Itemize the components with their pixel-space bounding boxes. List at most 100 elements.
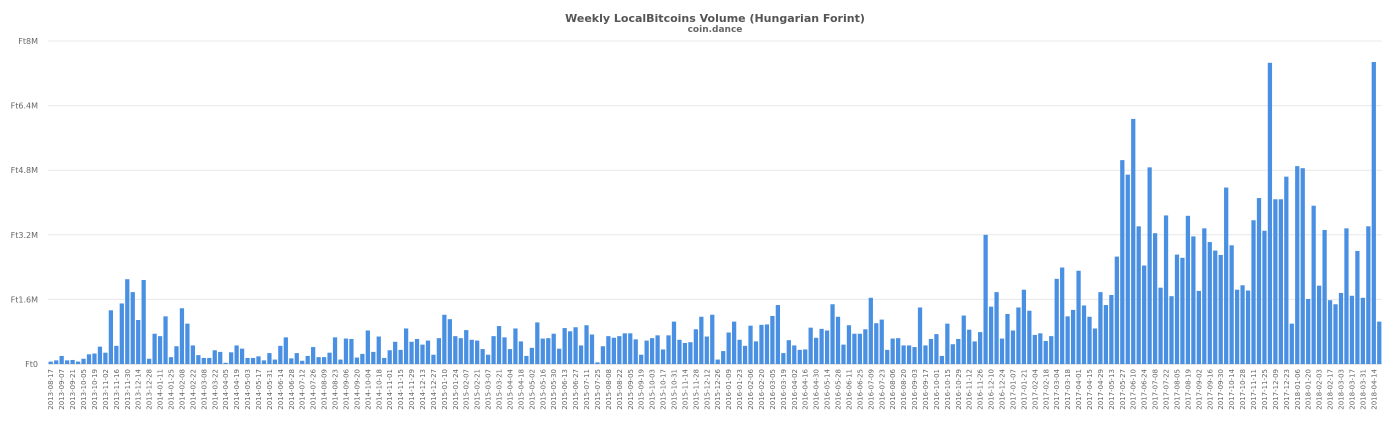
bar[interactable]	[639, 354, 644, 364]
bar[interactable]	[496, 326, 502, 364]
bar[interactable]	[272, 359, 278, 364]
bar[interactable]	[748, 325, 753, 364]
bar[interactable]	[1306, 299, 1311, 364]
bar[interactable]	[688, 342, 693, 364]
bar[interactable]	[343, 338, 349, 364]
bar[interactable]	[245, 357, 250, 364]
bar[interactable]	[1251, 220, 1256, 364]
bar[interactable]	[917, 307, 923, 364]
bar[interactable]	[682, 343, 688, 364]
bar[interactable]	[781, 353, 786, 364]
bar[interactable]	[349, 338, 354, 364]
bar[interactable]	[578, 345, 584, 364]
bar[interactable]	[387, 350, 392, 364]
bar[interactable]	[671, 321, 677, 364]
bar[interactable]	[775, 305, 780, 364]
bar[interactable]	[1103, 305, 1109, 364]
bar[interactable]	[239, 348, 245, 364]
bar[interactable]	[376, 336, 381, 364]
bar[interactable]	[425, 340, 431, 364]
bar[interactable]	[174, 346, 179, 364]
bar[interactable]	[442, 314, 447, 364]
bar[interactable]	[196, 355, 201, 364]
bar[interactable]	[311, 347, 316, 364]
bar[interactable]	[841, 344, 846, 364]
bar[interactable]	[119, 303, 124, 364]
bar[interactable]	[458, 338, 463, 364]
bar[interactable]	[157, 336, 163, 364]
bar[interactable]	[371, 351, 376, 364]
bar[interactable]	[1289, 323, 1294, 365]
bar[interactable]	[677, 339, 682, 364]
bar[interactable]	[1284, 176, 1289, 364]
bar[interactable]	[1180, 257, 1185, 364]
bar[interactable]	[1218, 254, 1223, 364]
bar[interactable]	[103, 352, 108, 364]
bar[interactable]	[1060, 267, 1065, 365]
bar[interactable]	[1327, 300, 1333, 364]
bar[interactable]	[1065, 316, 1070, 364]
bar[interactable]	[1366, 226, 1371, 364]
bar[interactable]	[447, 319, 452, 364]
bar[interactable]	[1032, 334, 1037, 364]
bar[interactable]	[300, 360, 305, 364]
bar[interactable]	[863, 329, 868, 364]
bar[interactable]	[1087, 316, 1092, 364]
bar[interactable]	[699, 316, 704, 364]
bar[interactable]	[1027, 310, 1032, 364]
bar[interactable]	[1273, 199, 1278, 364]
bar[interactable]	[814, 337, 819, 364]
bar[interactable]	[874, 323, 879, 364]
bar[interactable]	[1092, 328, 1098, 364]
bar[interactable]	[414, 338, 420, 364]
bar[interactable]	[1240, 285, 1245, 364]
bar[interactable]	[633, 339, 638, 364]
bar[interactable]	[382, 357, 387, 364]
bar[interactable]	[1213, 250, 1218, 364]
bar[interactable]	[75, 361, 81, 364]
bar[interactable]	[573, 327, 578, 364]
bar[interactable]	[1158, 287, 1163, 364]
bar[interactable]	[644, 340, 649, 364]
bar[interactable]	[125, 279, 130, 364]
bar[interactable]	[792, 345, 797, 364]
bar[interactable]	[179, 308, 185, 364]
bar[interactable]	[1262, 230, 1267, 364]
bar[interactable]	[1070, 309, 1076, 364]
bar[interactable]	[507, 349, 513, 364]
bar[interactable]	[163, 316, 168, 364]
bar[interactable]	[1245, 290, 1251, 364]
bar[interactable]	[1169, 296, 1174, 364]
bar[interactable]	[584, 325, 589, 364]
bar[interactable]	[999, 338, 1005, 364]
bar[interactable]	[759, 324, 764, 364]
bar[interactable]	[715, 359, 720, 364]
bar[interactable]	[524, 355, 529, 364]
bar[interactable]	[218, 351, 223, 364]
bar[interactable]	[721, 351, 726, 364]
bar[interactable]	[978, 332, 983, 364]
bar[interactable]	[1267, 62, 1273, 365]
bar[interactable]	[562, 328, 567, 364]
bar[interactable]	[502, 337, 507, 364]
bar[interactable]	[923, 345, 928, 364]
bar[interactable]	[1054, 278, 1059, 364]
bar[interactable]	[546, 338, 551, 364]
bar[interactable]	[338, 359, 343, 364]
bar[interactable]	[256, 356, 261, 364]
bar[interactable]	[737, 339, 742, 364]
bar[interactable]	[1349, 295, 1355, 364]
bar[interactable]	[136, 319, 141, 364]
bar[interactable]	[92, 353, 97, 365]
bar[interactable]	[808, 327, 813, 364]
bar[interactable]	[420, 344, 425, 364]
bar[interactable]	[453, 336, 458, 364]
bar[interactable]	[147, 358, 152, 364]
bar[interactable]	[846, 325, 852, 364]
bar[interactable]	[212, 350, 217, 364]
bar[interactable]	[1355, 250, 1360, 364]
bar[interactable]	[660, 349, 666, 364]
bar[interactable]	[1136, 226, 1141, 364]
bar[interactable]	[436, 338, 442, 364]
bar[interactable]	[1174, 254, 1180, 364]
